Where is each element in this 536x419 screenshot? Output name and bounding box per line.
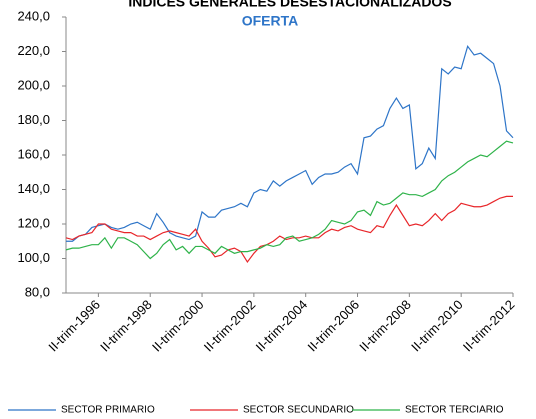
- legend-label: SECTOR PRIMARIO: [61, 405, 155, 416]
- legend-label: SECTOR TERCIARIO: [405, 405, 504, 416]
- chart-title: ÍNDICES GENERALES DESESTACIONALIZADOS: [128, 0, 451, 10]
- y-tick-label: 240,0: [17, 8, 50, 23]
- y-tick-label: 200,0: [17, 77, 50, 92]
- y-tick-label: 120,0: [17, 215, 50, 230]
- x-tick-label: II-trim-2002: [201, 297, 259, 355]
- series-line: [65, 140, 514, 260]
- y-tick-label: 100,0: [17, 250, 50, 265]
- y-tick-label: 80,0: [25, 284, 50, 299]
- series-line: [66, 44, 514, 242]
- y-tick-label: 140,0: [17, 181, 50, 196]
- x-tick-label: II-trim-2010: [408, 297, 466, 355]
- y-tick-label: 160,0: [17, 146, 50, 161]
- y-tick-label: 180,0: [17, 112, 50, 127]
- x-tick-label: II-trim-2008: [356, 297, 414, 355]
- y-tick-label: 220,0: [17, 43, 50, 58]
- x-tick-label: II-trim-1998: [97, 297, 155, 355]
- series-line: [65, 195, 513, 264]
- x-tick-label: II-trim-2004: [253, 297, 311, 355]
- x-tick-label: II-trim-2012: [460, 297, 518, 355]
- x-tick-label: II-trim-2000: [149, 297, 207, 355]
- x-tick-label: II-trim-2006: [304, 297, 362, 355]
- legend-label: SECTOR SECUNDARIO: [243, 405, 354, 416]
- chart-subtitle: OFERTA: [242, 13, 299, 29]
- x-tick-label: II-trim-1996: [45, 297, 103, 355]
